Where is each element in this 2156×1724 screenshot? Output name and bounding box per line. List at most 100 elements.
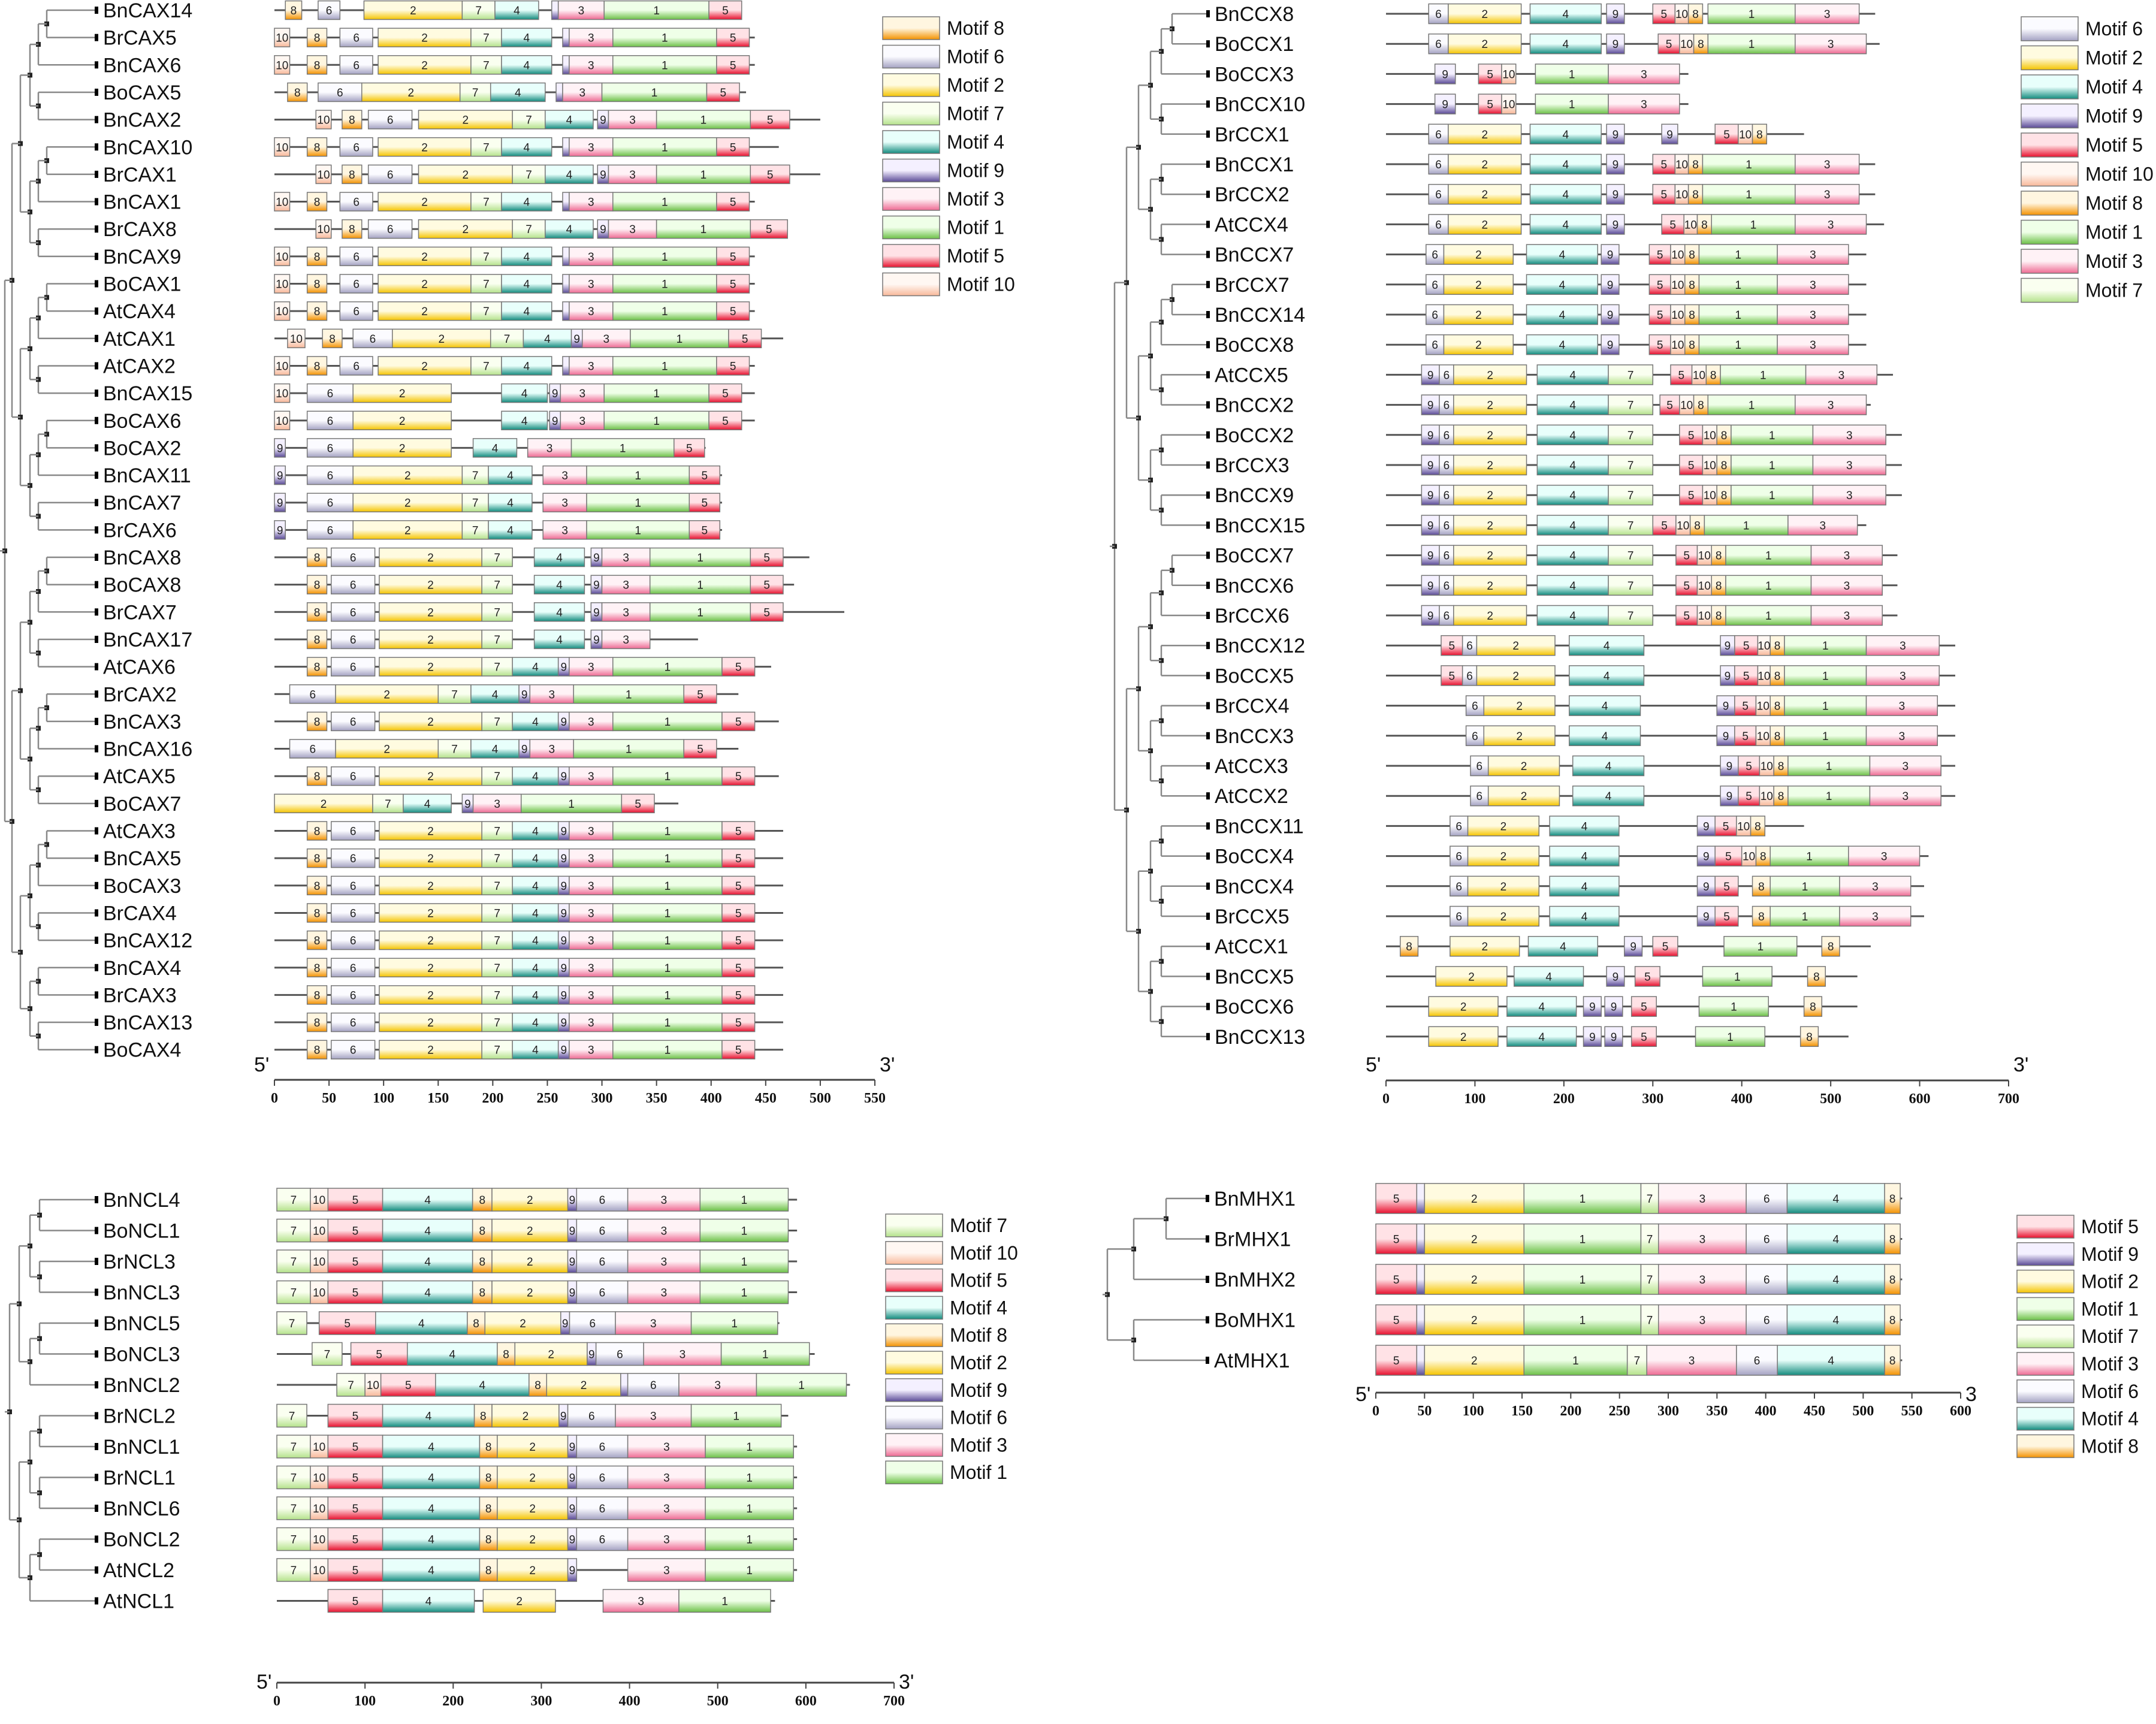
gene-name: BnCAX9 [103,246,181,268]
motif-7-box [470,301,502,321]
motif-number: 1 [1822,640,1829,653]
motif-1-box [612,301,717,321]
motif-number: 6 [1476,790,1483,803]
motif-number: 6 [1444,400,1450,412]
motif-number: 3 [579,87,585,99]
motif-number: 5 [730,32,736,45]
motif-6-box [1746,1304,1788,1336]
motif-5-box [721,903,756,923]
leaf-marker [95,61,98,69]
motif-number: 5 [1725,851,1732,863]
motif-6-box [1428,3,1449,25]
motif-7-box [481,848,513,868]
motif-number: 7 [494,1017,500,1029]
motif-1-box [612,875,723,896]
legend-label: Motif 1 [947,217,1004,238]
motif-4-box [1529,153,1602,175]
gene-name: BnMHX2 [1214,1269,1296,1291]
leaf-marker [95,964,98,971]
motif-8-box [306,1012,328,1032]
motif-number: 10 [1698,610,1711,623]
motif-number: 1 [665,962,671,975]
motif-5-box [728,328,762,349]
motif-7-box [481,629,513,650]
motif-8-box [497,1342,516,1366]
motif-1-box [1698,996,1769,1017]
motif-number: 9 [560,716,567,729]
motif-number: 3 [1810,249,1816,262]
motif-5-box [327,1465,384,1490]
gene-name: BrCAX7 [103,601,177,624]
motif-number: 5 [1742,701,1749,713]
motif-6-box [1736,1345,1778,1376]
motif-2-box [1467,846,1540,866]
motif-number: 1 [741,1194,748,1207]
motif-7-box [481,958,513,977]
motif-number: 5 [1662,941,1669,953]
motif-number: 6 [1466,640,1473,653]
motif-1-box [612,766,723,786]
motif-number: 4 [492,744,499,756]
motif-number: 3 [714,1379,721,1392]
motif-number: 5 [1657,309,1663,322]
motif-number: 8 [1810,1001,1816,1014]
gene-row-AtNCL1: AtNCL1 5 4 2 3 1 [95,1589,775,1613]
motif-number: 1 [1806,851,1813,863]
motif-4-box [1569,695,1641,716]
motif-1-box [612,657,723,677]
motif-4-box [488,465,533,485]
legend-label: Motif 8 [947,17,1004,39]
motif-number: 4 [492,689,499,701]
gene-row-BnCAX16: BnCAX16 6 2 7 4 9 3 1 5 [95,738,739,761]
motif-number: 9 [1611,1031,1617,1044]
motif-number: 8 [1710,369,1717,382]
leaf-marker [95,416,98,424]
motif-3-box [1810,575,1883,596]
leaf-marker [95,1535,98,1543]
motif-number: 5 [352,1503,359,1515]
motif-8-box [306,903,328,923]
motif-number: 2 [404,497,411,510]
three-prime-label: 3' [2013,1053,2028,1076]
motif-6-box [576,1435,629,1459]
motif-number: 1 [1735,309,1741,322]
motif-number: 6 [309,744,316,756]
motif-number: 4 [515,87,521,99]
motif-number: 6 [350,771,357,783]
motif-number: 4 [524,360,530,373]
motif-number: 9 [560,962,567,975]
legend-swatch-motif-8 [2021,191,2079,216]
motif-number: 2 [1512,670,1519,683]
motif-number: 8 [314,579,321,592]
leaf-marker [1206,551,1210,559]
motif-number: 2 [1475,339,1482,352]
motif-number: 2 [463,224,469,236]
motif-7-box [276,1465,311,1490]
motif-number: 6 [1472,730,1478,743]
gene-name: BnNCL6 [103,1497,180,1520]
motif-4-box [382,1558,481,1582]
motif-number: 2 [404,470,411,482]
motif-number: 2 [399,442,406,455]
motif-3-box [569,246,614,267]
motif-number: 2 [427,771,434,783]
legend-swatch-motif-7 [882,101,940,126]
motif-number: 8 [1698,38,1704,51]
motif-number: 10 [313,1534,325,1547]
motif-4-box [501,274,552,294]
motif-number: 6 [327,415,334,428]
gene-name: AtMHX1 [1214,1349,1290,1372]
motif-number: 9 [1427,550,1434,563]
motif-6-box [330,903,376,923]
legend-label: Motif 5 [2085,134,2143,156]
motif-6-box [569,1311,616,1335]
motif-number: 1 [1760,369,1767,382]
five-prime-label: 5' [1366,1053,1381,1076]
motif-number: 1 [662,197,668,209]
motif-3-box [1795,3,1860,25]
motif-number: 2 [529,1472,536,1485]
motif-number: 9 [1726,760,1733,773]
motif-6-box [576,1527,629,1551]
motif-4-box [1529,33,1602,55]
